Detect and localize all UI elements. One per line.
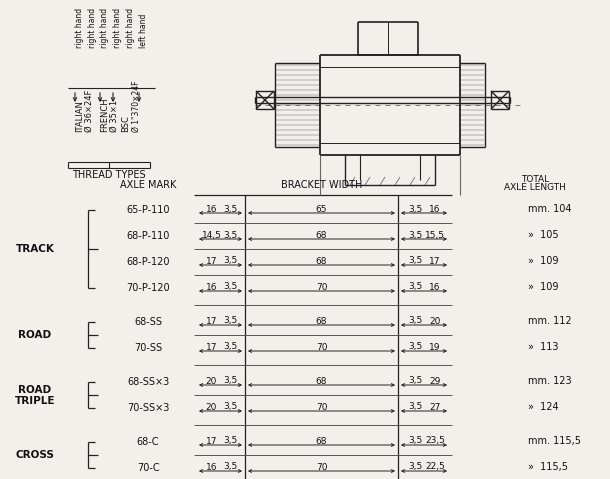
Text: 17: 17 [206, 342, 217, 352]
Text: TRACK: TRACK [16, 244, 54, 254]
Text: 17: 17 [429, 256, 441, 265]
Text: right hand: right hand [126, 8, 135, 48]
Text: 20: 20 [206, 402, 217, 411]
Text: 16: 16 [206, 463, 217, 471]
Text: ROAD: ROAD [18, 385, 52, 395]
Text: mm. 115,5: mm. 115,5 [528, 436, 581, 446]
Text: right hand: right hand [75, 8, 84, 48]
Text: 68: 68 [316, 256, 327, 265]
Text: 3,5: 3,5 [408, 205, 422, 214]
Text: TOTAL: TOTAL [521, 174, 549, 183]
Text: 3,5: 3,5 [408, 463, 422, 471]
Text: »  113: » 113 [528, 342, 559, 352]
Text: 68-P-110: 68-P-110 [126, 231, 170, 241]
Text: 20: 20 [429, 317, 440, 326]
Text: 68-C: 68-C [137, 437, 159, 447]
Text: right hand: right hand [100, 8, 109, 48]
Text: 29: 29 [429, 376, 440, 386]
Text: 3,5: 3,5 [223, 230, 238, 240]
Text: 3,5: 3,5 [408, 317, 422, 326]
Text: mm. 123: mm. 123 [528, 376, 572, 386]
Text: AXLE LENGTH: AXLE LENGTH [504, 182, 566, 192]
Text: 68: 68 [316, 230, 327, 240]
Text: 22,5: 22,5 [425, 463, 445, 471]
Text: 70-P-120: 70-P-120 [126, 283, 170, 293]
Text: 3,5: 3,5 [408, 256, 422, 265]
Text: 16: 16 [429, 205, 441, 214]
Text: 68-SS: 68-SS [134, 317, 162, 327]
Text: »  124: » 124 [528, 402, 559, 412]
Text: FRENCH: FRENCH [100, 97, 109, 132]
Text: 3,5: 3,5 [408, 402, 422, 411]
Text: 68-P-120: 68-P-120 [126, 257, 170, 267]
Text: 70: 70 [316, 342, 327, 352]
Text: right hand: right hand [113, 8, 122, 48]
Text: 3,5: 3,5 [223, 283, 238, 292]
Text: 3,5: 3,5 [223, 436, 238, 445]
Text: ITALIAN: ITALIAN [75, 100, 84, 132]
Text: 65-P-110: 65-P-110 [126, 205, 170, 215]
Text: 68: 68 [316, 376, 327, 386]
Text: 70: 70 [316, 283, 327, 292]
Text: 19: 19 [429, 342, 441, 352]
Text: 65: 65 [316, 205, 327, 214]
Text: 3,5: 3,5 [223, 463, 238, 471]
Text: BRACKET WIDTH: BRACKET WIDTH [281, 180, 362, 190]
Text: 68-SS×3: 68-SS×3 [127, 377, 169, 387]
Text: Ø 35×1: Ø 35×1 [110, 100, 119, 132]
Text: 3,5: 3,5 [223, 256, 238, 265]
Text: 3,5: 3,5 [408, 376, 422, 386]
Text: 70-SS×3: 70-SS×3 [127, 403, 169, 413]
Text: Ø 36×24F: Ø 36×24F [85, 90, 94, 132]
Text: »  105: » 105 [528, 230, 559, 240]
Text: 3,5: 3,5 [408, 283, 422, 292]
Text: 16: 16 [206, 283, 217, 292]
Text: 68: 68 [316, 436, 327, 445]
Text: 3,5: 3,5 [408, 342, 422, 352]
Text: »  109: » 109 [528, 256, 559, 266]
Text: 15,5: 15,5 [425, 230, 445, 240]
Text: »  115,5: » 115,5 [528, 462, 568, 472]
Text: 70: 70 [316, 402, 327, 411]
Text: 3,5: 3,5 [223, 376, 238, 386]
Text: 27: 27 [429, 402, 440, 411]
Text: BSC: BSC [121, 115, 130, 132]
Text: 70-C: 70-C [137, 463, 159, 473]
Text: »  109: » 109 [528, 282, 559, 292]
Text: 70-SS: 70-SS [134, 343, 162, 353]
Text: 16: 16 [429, 283, 441, 292]
Text: 17: 17 [206, 436, 217, 445]
Text: right hand: right hand [88, 8, 97, 48]
Text: 14,5: 14,5 [201, 230, 221, 240]
Text: THREAD TYPES: THREAD TYPES [72, 170, 146, 180]
Text: 3,5: 3,5 [223, 205, 238, 214]
Text: 3,5: 3,5 [223, 402, 238, 411]
Text: 3,5: 3,5 [223, 317, 238, 326]
Text: CROSS: CROSS [16, 450, 54, 460]
Text: 17: 17 [206, 317, 217, 326]
Text: mm. 112: mm. 112 [528, 316, 572, 326]
Text: 3,5: 3,5 [223, 342, 238, 352]
Text: mm. 104: mm. 104 [528, 204, 572, 214]
Text: 68: 68 [316, 317, 327, 326]
Text: 3,5: 3,5 [408, 436, 422, 445]
Text: AXLE MARK: AXLE MARK [120, 180, 176, 190]
Text: 20: 20 [206, 376, 217, 386]
Text: ROAD: ROAD [18, 330, 52, 340]
Text: 23,5: 23,5 [425, 436, 445, 445]
Text: 17: 17 [206, 256, 217, 265]
Text: TRIPLE: TRIPLE [15, 396, 56, 406]
Text: Ø 1"370×24F: Ø 1"370×24F [132, 80, 141, 132]
Text: 70: 70 [316, 463, 327, 471]
Text: 16: 16 [206, 205, 217, 214]
Text: 3,5: 3,5 [408, 230, 422, 240]
Text: left hand: left hand [139, 13, 148, 48]
